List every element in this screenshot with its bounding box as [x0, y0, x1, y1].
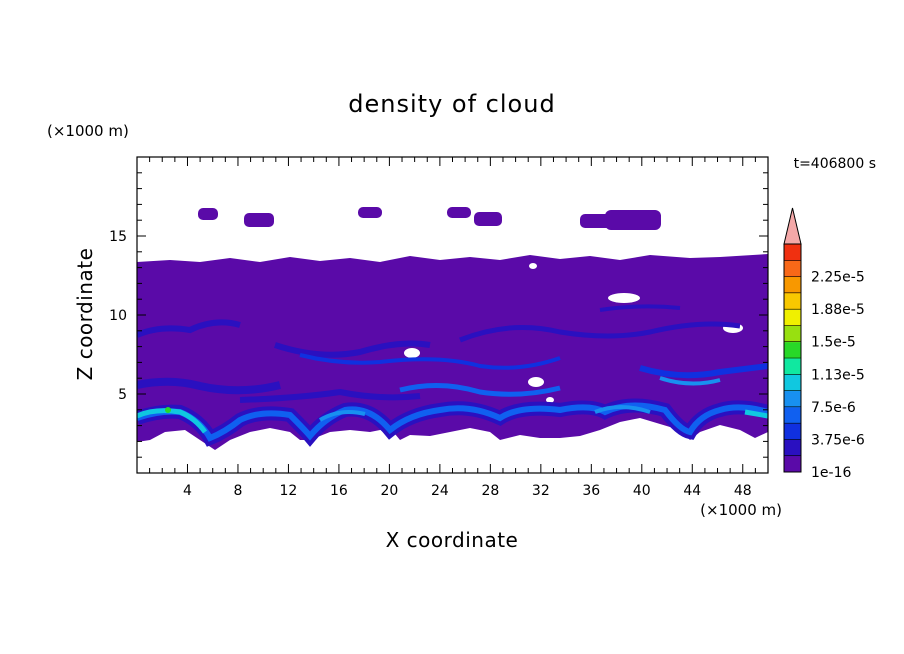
colorbar-extend-arrow — [783, 207, 802, 245]
cloud-patch — [605, 210, 661, 230]
cloud-patch — [474, 212, 502, 226]
colorbar-swatch — [784, 455, 801, 473]
density-filament — [459, 321, 741, 343]
cloud-patch — [198, 208, 218, 220]
density-filament — [137, 319, 241, 338]
colorbar-swatch — [784, 244, 801, 261]
colorbar-label: 2.25e-5 — [811, 270, 865, 286]
y-tick-label: 5 — [118, 387, 127, 403]
x-axis-label: X coordinate — [386, 528, 519, 552]
y-unit-label: (×1000 m) — [47, 122, 129, 140]
colorbar-swatch — [784, 292, 801, 310]
colorbar-label: 1.13e-5 — [811, 367, 865, 383]
colorbar-swatch — [784, 423, 801, 440]
x-axis: 4 8 12 16 20 24 28 32 36 40 44 48 — [149, 157, 756, 499]
colorbar-label: 1e-16 — [811, 465, 851, 481]
colorbar-swatch — [784, 309, 801, 326]
colorbar-swatch — [784, 341, 801, 359]
colorbar: 1e-16 3.75e-6 7.5e-6 1.13e-5 1.5e-5 1.88e-5 2.… — [783, 207, 865, 481]
x-tick-label: 28 — [481, 483, 499, 499]
colorbar-swatch — [784, 358, 801, 375]
x-tick-label: 40 — [633, 483, 651, 499]
cloud-gap — [528, 377, 544, 387]
colorbar-label: 3.75e-6 — [811, 432, 865, 448]
x-tick-label: 36 — [582, 483, 600, 499]
cloud-gap — [546, 397, 554, 403]
cloud-gap — [529, 263, 537, 269]
density-peak — [165, 407, 171, 413]
colorbar-label: 1.88e-5 — [811, 302, 865, 318]
x-tick-label: 24 — [431, 483, 449, 499]
colorbar-swatch — [784, 390, 801, 408]
colorbar-label: 1.5e-5 — [811, 335, 856, 351]
y-tick-label: 10 — [109, 308, 127, 324]
density-band — [137, 402, 768, 442]
density-filament — [659, 376, 721, 386]
density-filament — [274, 340, 431, 358]
x-tick-label: 32 — [532, 483, 550, 499]
density-filament — [599, 304, 681, 312]
colorbar-swatch — [784, 276, 801, 294]
density-band — [744, 409, 768, 419]
y-tick-label: 15 — [109, 229, 127, 245]
colorbar-swatch — [784, 374, 801, 392]
colorbar-swatch — [784, 325, 801, 343]
density-filament — [399, 383, 561, 397]
time-label: t=406800 s — [794, 156, 876, 172]
x-tick-label: 48 — [734, 483, 752, 499]
colorbar-swatch — [784, 260, 801, 278]
density-band — [137, 408, 208, 434]
density-filament — [137, 377, 281, 395]
density-band — [318, 410, 366, 422]
cloud-gap — [608, 293, 640, 303]
density-filament — [239, 388, 421, 403]
colorbar-swatch — [784, 439, 801, 457]
x-tick-label: 8 — [233, 483, 242, 499]
x-tick-label: 44 — [683, 483, 701, 499]
density-band — [594, 405, 651, 414]
y-axis-label: Z coordinate — [73, 248, 97, 381]
x-tick-label: 20 — [380, 483, 398, 499]
cloud-patch — [447, 207, 471, 218]
cloud-layer-main — [137, 254, 768, 450]
x-tick-label: 12 — [280, 483, 298, 499]
density-filament — [299, 353, 561, 370]
colorbar-label: 7.5e-6 — [811, 400, 856, 416]
y-axis: 5 10 15 — [109, 172, 768, 458]
colorbar-swatch — [784, 406, 801, 424]
chart-title: density of cloud — [348, 90, 555, 118]
x-tick-label: 16 — [330, 483, 348, 499]
density-filament — [639, 363, 768, 379]
x-unit-label: (×1000 m) — [700, 501, 782, 519]
cloud-gap — [404, 348, 420, 358]
density-field — [137, 157, 768, 473]
x-tick-label: 4 — [183, 483, 192, 499]
cloud-patch — [244, 213, 274, 227]
cloud-patch — [358, 207, 382, 218]
